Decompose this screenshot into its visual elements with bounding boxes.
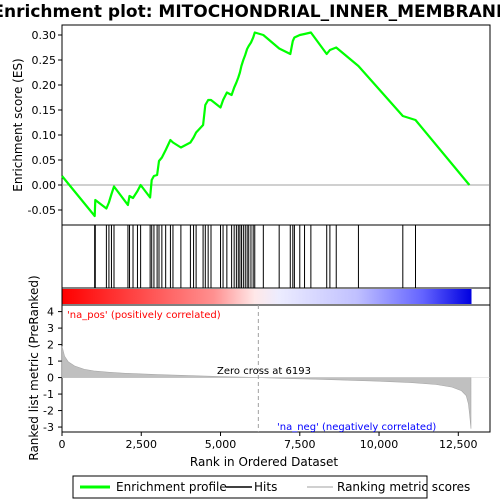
es-tick-label: 0.25 bbox=[32, 54, 57, 67]
es-tick-label: 0.20 bbox=[32, 79, 57, 92]
x-tick-label: 10,000 bbox=[360, 438, 399, 451]
x-tick-label: 0 bbox=[59, 438, 66, 451]
legend: Enrichment profile Hits Ranking metric s… bbox=[72, 475, 470, 499]
x-tick-label: 5,000 bbox=[205, 438, 237, 451]
metric-tick-label: -3 bbox=[43, 421, 54, 434]
es-tick-label: -0.05 bbox=[28, 204, 56, 217]
x-tick-label: 2,500 bbox=[126, 438, 158, 451]
metric-tick-label: -1 bbox=[43, 388, 54, 401]
es-panel bbox=[61, 24, 491, 226]
legend-hits-label: Hits bbox=[254, 480, 277, 494]
es-axis-label: Enrichment score (ES) bbox=[11, 58, 25, 191]
es-tick-label: 0.05 bbox=[32, 154, 57, 167]
rank-colorbar bbox=[62, 289, 472, 304]
hits-panel bbox=[61, 224, 491, 289]
na-pos-label: 'na_pos' (positively correlated) bbox=[67, 310, 221, 321]
metric-axis-label: Ranked list metric (PreRanked) bbox=[27, 275, 41, 460]
na-neg-label: 'na_neg' (negatively correlated) bbox=[277, 422, 436, 433]
es-tick-label: 0.00 bbox=[32, 179, 57, 192]
hits-layer bbox=[94, 225, 416, 288]
metric-y-axis: -3 -2 -1 0 1 2 3 4 bbox=[43, 306, 62, 434]
metric-tick-label: 2 bbox=[47, 339, 54, 352]
metric-tick-label: 1 bbox=[47, 355, 54, 368]
x-axis: 0 2,500 5,000 7,500 10,000 12,500 bbox=[59, 432, 478, 451]
metric-area-layer bbox=[61, 305, 490, 432]
metric-tick-label: 4 bbox=[47, 306, 54, 319]
es-tick-label: 0.10 bbox=[32, 129, 57, 142]
metric-panel bbox=[61, 304, 491, 433]
enrichment-profile-line bbox=[61, 31, 471, 218]
metric-tick-label: 3 bbox=[47, 322, 54, 335]
ranking-metric-area bbox=[61, 346, 472, 429]
x-axis-label: Rank in Ordered Dataset bbox=[190, 455, 338, 469]
legend-metric-label: Ranking metric scores bbox=[337, 480, 470, 494]
metric-tick-label: -2 bbox=[43, 405, 54, 418]
es-tick-label: 0.15 bbox=[32, 104, 57, 117]
es-tick-label: 0.30 bbox=[32, 29, 57, 42]
x-tick-label: 12,500 bbox=[439, 438, 478, 451]
metric-tick-label: 0 bbox=[47, 372, 54, 385]
es-line-layer bbox=[61, 31, 471, 218]
es-y-axis: -0.05 0.00 0.05 0.10 0.15 0.20 0.25 0.30 bbox=[28, 29, 62, 217]
zero-cross-label: Zero cross at 6193 bbox=[217, 366, 311, 377]
x-tick-label: 7,500 bbox=[284, 438, 316, 451]
legend-profile-label: Enrichment profile bbox=[116, 480, 227, 494]
chart-title: Enrichment plot: MITOCHONDRIAL_INNER_MEM… bbox=[0, 2, 500, 22]
